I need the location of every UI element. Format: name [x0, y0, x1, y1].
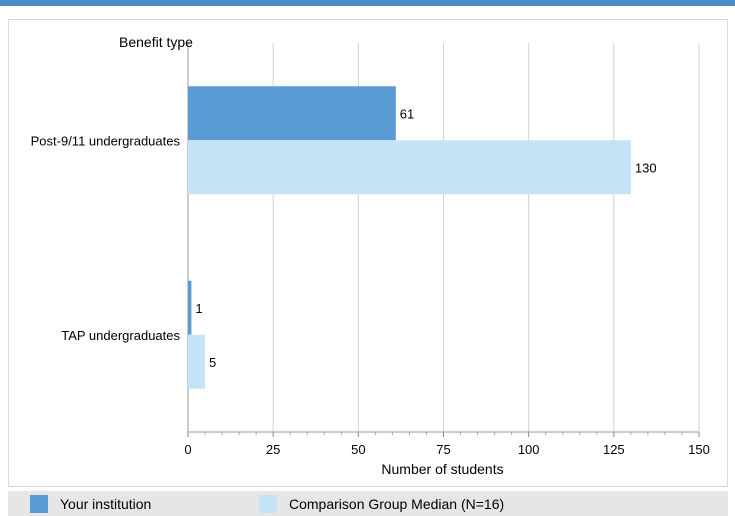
x-tick-label-1: 25	[266, 442, 280, 457]
x-tick-label-6: 150	[688, 442, 710, 457]
y-axis-title: Benefit type	[119, 34, 193, 50]
top-accent-bar	[0, 0, 735, 6]
bar-chart: 0 25 50 75 100 125 150 Benefit type Number of st…	[31, 34, 710, 477]
bar-1-0	[188, 280, 192, 335]
legend-item-comparison-median: Comparison Group Median (N=16)	[259, 491, 504, 516]
chart-legend: Your institution Comparison Group Median…	[8, 491, 728, 516]
category-label-0: Post-9/11 undergraduates	[31, 133, 181, 148]
data-label-0-0: 61	[400, 106, 414, 121]
legend-item-your-institution: Your institution	[30, 491, 151, 516]
x-tick-label-0: 0	[184, 442, 191, 457]
legend-label-your-institution: Your institution	[60, 495, 152, 512]
legend-swatch-your-institution	[30, 494, 48, 513]
bar-0-1	[188, 140, 631, 195]
x-tick-label-3: 75	[436, 442, 450, 457]
x-tick-label-4: 100	[518, 442, 540, 457]
bar-1-1	[188, 334, 206, 389]
legend-swatch-comparison-median	[259, 494, 277, 513]
x-tick-label-5: 125	[603, 442, 625, 457]
category-label-1: TAP undergraduates	[61, 328, 180, 343]
data-label-1-1: 5	[209, 355, 216, 370]
data-label-1-0: 1	[195, 301, 202, 316]
data-label-0-1: 130	[635, 160, 657, 175]
x-axis-title: Number of students	[381, 461, 503, 477]
bar-0-0	[188, 86, 396, 141]
chart-frame: 0 25 50 75 100 125 150 Benefit type Number of st…	[8, 19, 728, 487]
x-tick-label-2: 50	[351, 442, 365, 457]
legend-label-comparison-median: Comparison Group Median (N=16)	[289, 495, 505, 512]
